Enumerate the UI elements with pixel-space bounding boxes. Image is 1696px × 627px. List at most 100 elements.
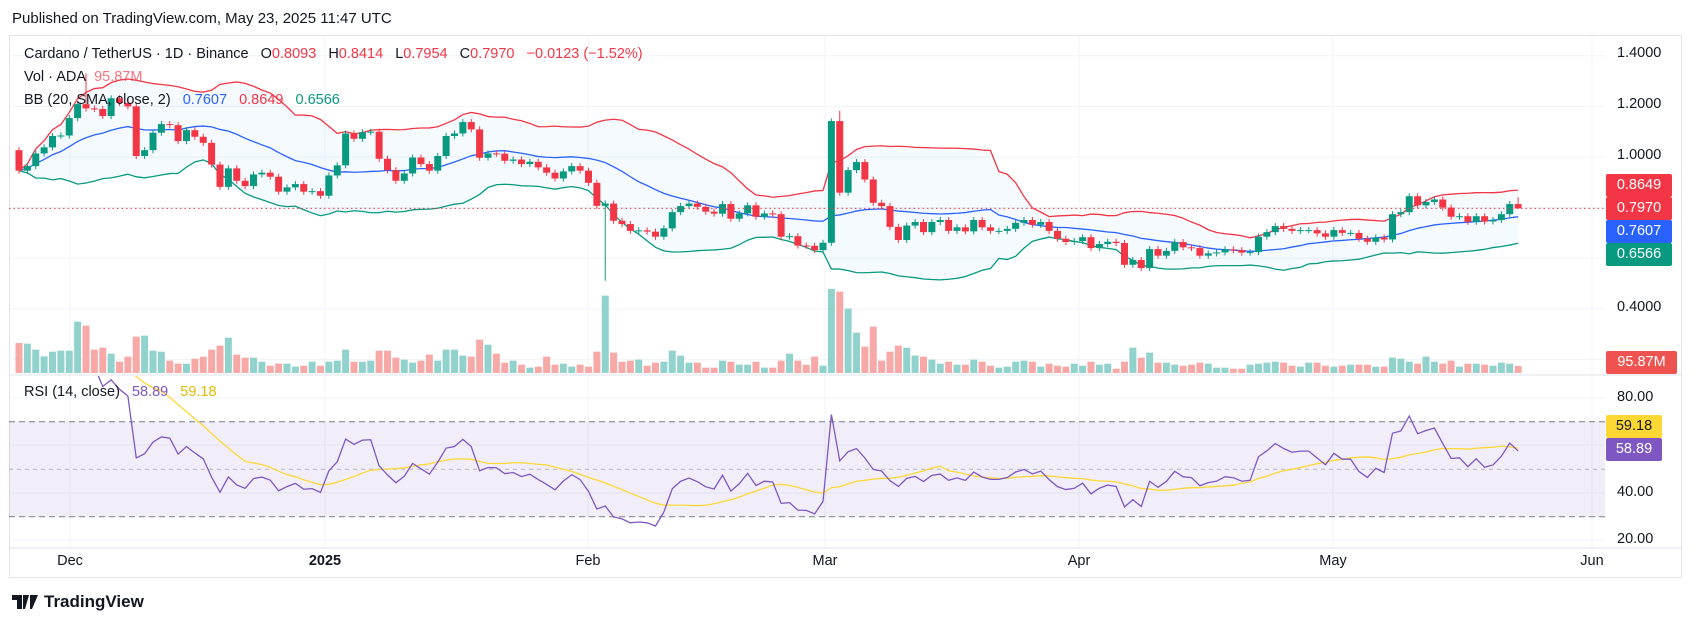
candle (325, 172, 333, 199)
candle-body (836, 121, 844, 193)
candle-body (1020, 219, 1028, 223)
candle-body (57, 135, 65, 137)
volume-bar (342, 349, 350, 373)
volume-bar (1020, 360, 1028, 373)
volume-bar (250, 357, 257, 373)
volume-bar (409, 362, 417, 373)
candle-body (400, 173, 408, 181)
candle (459, 119, 467, 137)
candle-body (375, 131, 383, 159)
candle (1037, 218, 1045, 228)
candle-body (593, 182, 601, 206)
candle (434, 152, 442, 174)
candle (886, 203, 894, 230)
rsi-pane (9, 376, 1605, 527)
candle-body (1489, 219, 1497, 222)
volume-bar (1012, 361, 1020, 373)
candle-body (308, 191, 316, 193)
bb-legend[interactable]: BB (20, SMA, close, 2) 0.7607 0.8649 0.6… (24, 92, 340, 108)
volume-bar (1137, 357, 1145, 373)
candle-body (643, 230, 651, 232)
candle (1430, 196, 1438, 206)
candle (149, 129, 157, 154)
candle-body (1405, 196, 1413, 213)
high-label: H (328, 46, 339, 62)
volume-bar (1397, 358, 1405, 373)
bb-basis-value: 0.7607 (182, 92, 228, 108)
volume-bar (451, 349, 458, 373)
volume-bar (358, 361, 366, 373)
candle-body (1414, 196, 1422, 206)
candle (392, 167, 400, 184)
volume-bar (442, 349, 450, 373)
volume-bar (367, 360, 375, 373)
volume-bar (559, 363, 567, 373)
candle (551, 169, 559, 182)
volume-bar (467, 356, 475, 373)
volume-tag: 95.87M (1606, 351, 1677, 374)
volume-bar (501, 362, 509, 373)
rsi-ma-line (134, 376, 1519, 507)
volume-legend[interactable]: Vol · ADA 95.87M (24, 69, 142, 85)
close-value: 0.7970 (470, 46, 515, 62)
volume-bar (1045, 363, 1053, 373)
rsi-label: RSI (14, close) (24, 384, 120, 400)
volume-bar (375, 350, 383, 373)
time-tick: Mar (812, 553, 838, 569)
volume-bar (1204, 363, 1212, 373)
volume-bar (928, 359, 936, 373)
candle-body (853, 162, 860, 171)
candle-body (970, 219, 978, 232)
volume-bar (936, 363, 944, 373)
candle-body (183, 130, 190, 142)
candle-body (107, 98, 115, 117)
candle (99, 105, 107, 120)
volume-bar (802, 364, 810, 373)
candle-body (208, 142, 216, 165)
candle (1045, 218, 1053, 234)
candle-body (233, 168, 241, 181)
candle (802, 242, 810, 249)
volume-bar (961, 364, 969, 373)
volume-bar (266, 365, 274, 373)
candle-body (844, 170, 852, 193)
volume-bar (1188, 364, 1195, 373)
candle (970, 216, 978, 235)
volume-bar (325, 361, 333, 373)
published-caption: Published on TradingView.com, May 23, 20… (12, 10, 392, 27)
candle (40, 144, 48, 157)
candle-body (1456, 216, 1463, 218)
candle (23, 163, 31, 174)
volume-bar (300, 365, 308, 373)
candle-body (141, 150, 149, 156)
volume-bar (216, 345, 224, 373)
candle-body (342, 133, 350, 166)
volume-bar (49, 351, 56, 373)
candle (49, 132, 56, 151)
volume-bar (744, 364, 752, 373)
tradingview-logo[interactable]: TradingView (12, 592, 144, 612)
volume-bar (760, 367, 768, 373)
candle (660, 225, 668, 240)
candle-body (317, 191, 324, 196)
candle (467, 119, 475, 133)
symbol-name[interactable]: Cardano / TetherUS · 1D · Binance (24, 46, 249, 62)
candle-body (434, 155, 442, 171)
candle (1497, 211, 1505, 224)
candle-body (652, 231, 659, 237)
candle-body (685, 203, 693, 207)
volume-bar (1405, 361, 1413, 373)
candle-body (1514, 204, 1522, 209)
volume-bar (551, 364, 559, 373)
rsi-legend[interactable]: RSI (14, close) 58.89 59.18 (24, 384, 217, 400)
volume-bar (224, 337, 232, 373)
volume-bar (82, 325, 90, 373)
rsi-tick: 80.00 (1617, 389, 1654, 405)
volume-bar (844, 308, 852, 373)
candle (241, 177, 249, 190)
volume-bar (241, 357, 249, 373)
candle (769, 210, 777, 218)
candle (1313, 227, 1321, 237)
volume-bar (970, 359, 978, 373)
